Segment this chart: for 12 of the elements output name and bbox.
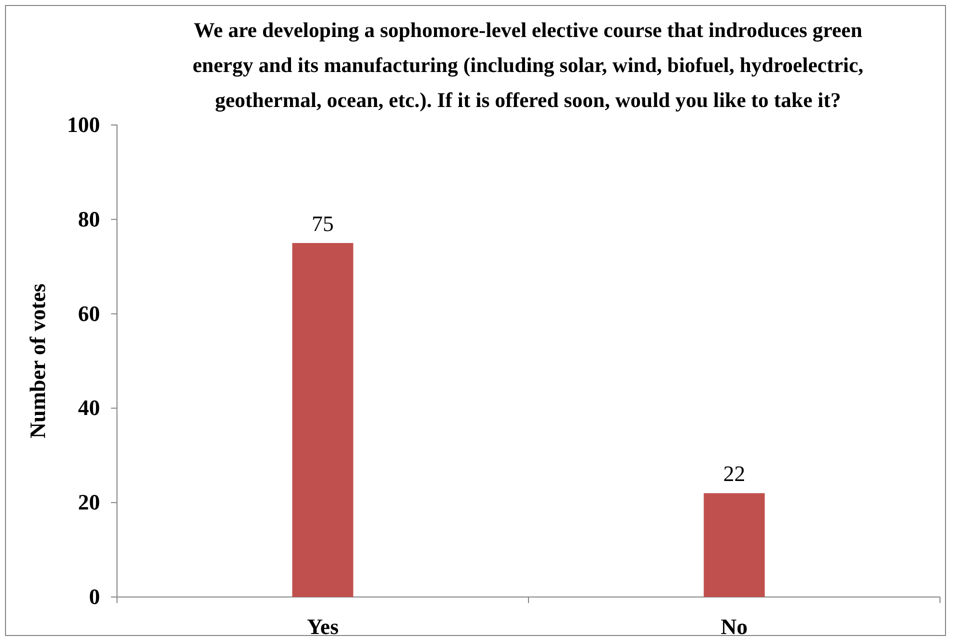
- chart-title: We are developing a sophomore-level elective course that indroduces green energy and its manufacturing (including solar, wind, biofuel, hydroelectric, geothermal, ocean, etc.). If it is offered soon, would you like to take it?: [192, 18, 864, 112]
- data-label: 75: [312, 211, 334, 236]
- y-tick-label: 100: [67, 112, 100, 138]
- data-label: 22: [723, 461, 746, 486]
- y-axis-title: Number of votes: [25, 283, 50, 438]
- y-tick-label: 0: [89, 584, 100, 610]
- y-tick-label: 40: [78, 395, 100, 420]
- y-tick-label: 20: [78, 490, 100, 515]
- x-tick-label: Yes: [306, 614, 340, 639]
- y-tick-label: 60: [78, 300, 100, 326]
- y-tick-label: 80: [78, 206, 100, 232]
- x-tick-label: No: [720, 614, 748, 639]
